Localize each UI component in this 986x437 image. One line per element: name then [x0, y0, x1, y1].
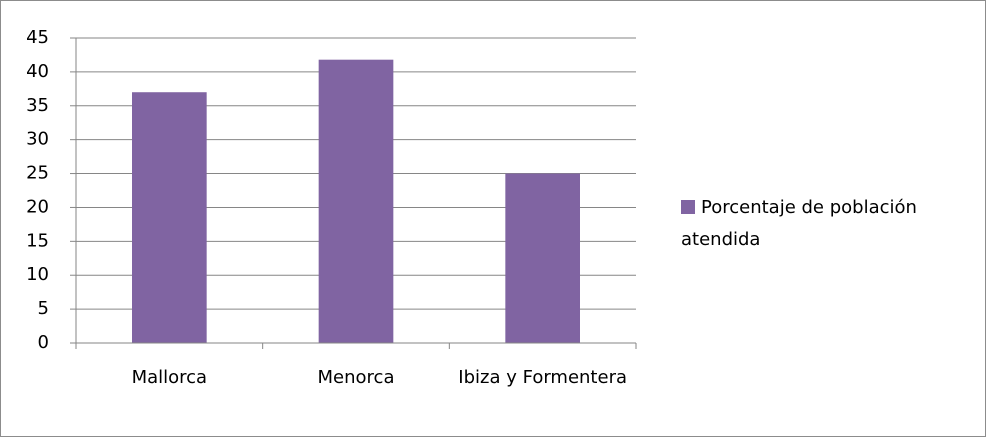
bar [132, 92, 207, 343]
y-tick-label: 35 [26, 95, 49, 116]
y-tick-label: 10 [26, 264, 49, 285]
legend: Porcentaje de población atendida [681, 192, 971, 256]
x-tick-label: Ibiza y Formentera [458, 367, 627, 388]
legend-label: Porcentaje de población atendida [681, 197, 917, 250]
bar [318, 59, 394, 343]
y-tick-label: 15 [26, 230, 49, 251]
y-tick-label: 25 [26, 163, 49, 184]
x-tick-label: Mallorca [131, 367, 208, 388]
x-tick-label: Menorca [317, 367, 395, 388]
y-tick-label: 40 [26, 61, 49, 82]
y-tick-label: 30 [26, 129, 49, 150]
y-tick-label: 45 [26, 27, 49, 48]
legend-swatch [681, 200, 695, 214]
y-tick-label: 5 [38, 298, 49, 319]
bar [505, 173, 580, 343]
y-tick-label: 20 [26, 196, 49, 217]
y-tick-label: 0 [38, 332, 49, 353]
